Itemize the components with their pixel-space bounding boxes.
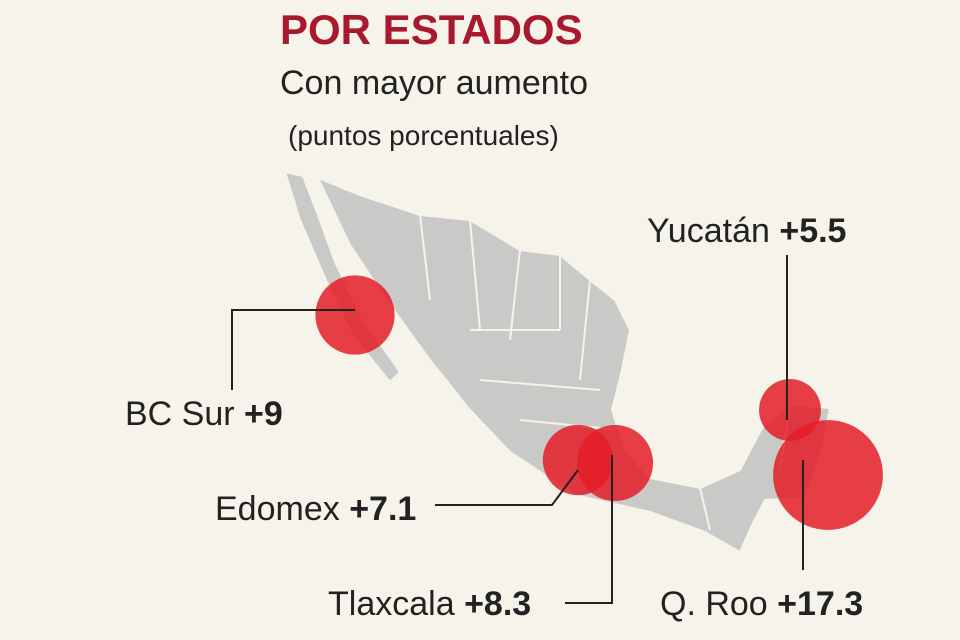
state-value: +9 xyxy=(244,395,283,433)
note: (puntos porcentuales) xyxy=(288,120,559,151)
baja xyxy=(283,170,402,384)
state-name: BC Sur xyxy=(125,395,235,433)
leaders xyxy=(231,255,804,604)
leader-line xyxy=(435,469,579,506)
subtitle: Con mayor aumento xyxy=(280,64,588,102)
state-label: Q. Roo +17.3 xyxy=(660,585,863,623)
bubble xyxy=(315,275,395,355)
bubbles xyxy=(315,275,883,530)
leader-line xyxy=(231,309,355,390)
state-label: Edomex +7.1 xyxy=(215,490,416,528)
state-value: +8.3 xyxy=(464,585,531,623)
state-label: Yucatán +5.5 xyxy=(647,212,846,250)
bubble xyxy=(773,420,883,530)
bubble xyxy=(576,424,654,502)
state-value: +7.1 xyxy=(349,490,416,528)
state-value: +5.5 xyxy=(779,212,846,250)
labels: BC Sur +9 Edomex +7.1 Tlaxcala +8.3 Yuca… xyxy=(125,212,863,623)
title: POR ESTADOS xyxy=(280,6,583,53)
state-label: BC Sur +9 xyxy=(125,395,283,433)
leader-line xyxy=(565,455,613,604)
state-name: Yucatán xyxy=(647,212,770,250)
state-value: +17.3 xyxy=(777,585,863,623)
state-label: Tlaxcala +8.3 xyxy=(328,585,531,623)
state-name: Q. Roo xyxy=(660,585,768,623)
state-name: Edomex xyxy=(215,490,340,528)
state-name: Tlaxcala xyxy=(328,585,455,623)
state-borders xyxy=(419,214,791,531)
